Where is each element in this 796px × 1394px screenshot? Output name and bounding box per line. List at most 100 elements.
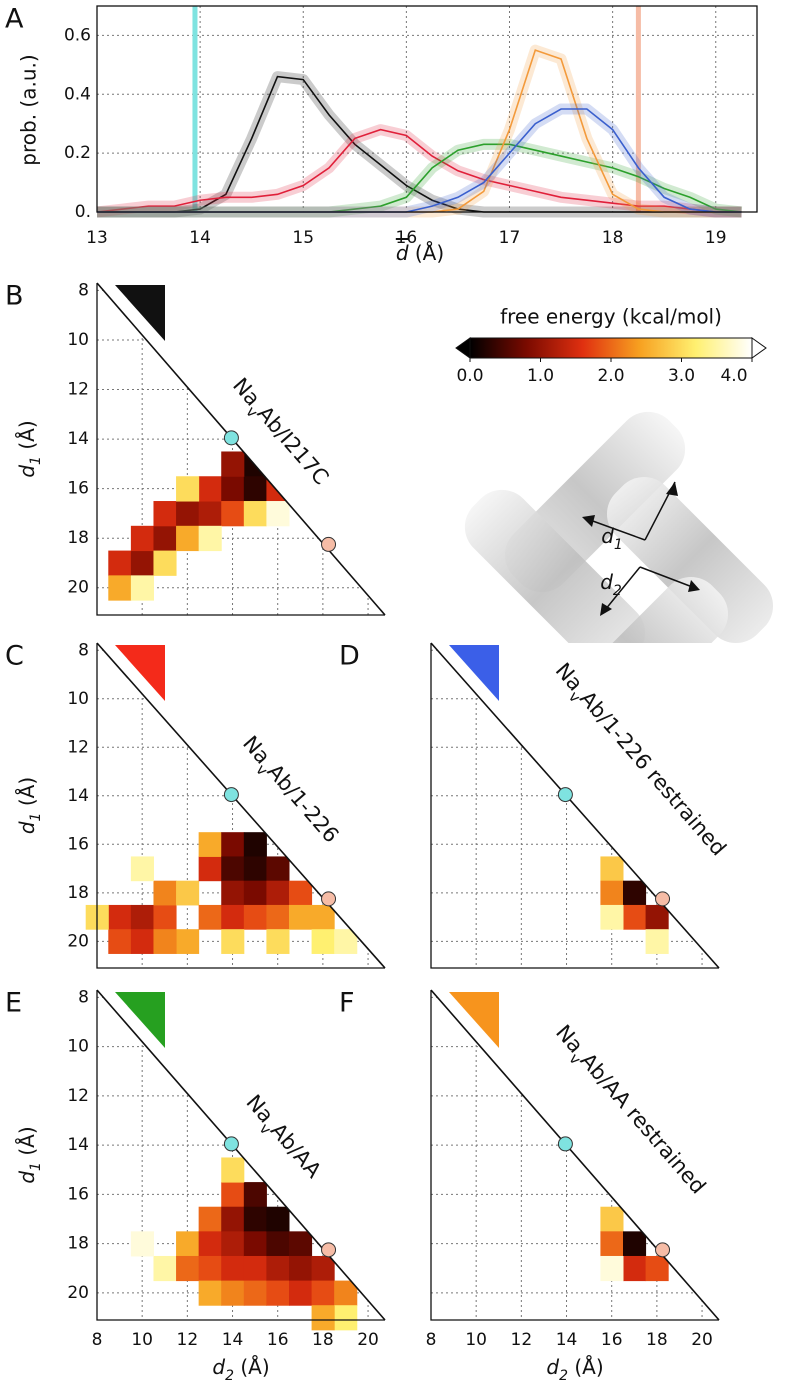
plot-frame xyxy=(96,990,385,1321)
heatmap-cell xyxy=(221,1255,245,1282)
heatmap-cell xyxy=(600,880,624,906)
heatmap-cell xyxy=(243,501,267,527)
heatmap-cell xyxy=(130,575,154,601)
reference-point xyxy=(321,536,337,552)
heatmap-cell xyxy=(221,1157,245,1183)
series-key xyxy=(449,992,499,1048)
heatmap-cell xyxy=(221,929,245,954)
heatmap-cell xyxy=(600,904,624,930)
y-tick-label: 20 xyxy=(67,578,89,598)
x-tick-label: 8 xyxy=(426,1330,437,1350)
plot-frame xyxy=(96,283,385,616)
heatmap-cell xyxy=(221,832,245,857)
heatmap-cell xyxy=(221,1206,245,1232)
y-tick-label: 0.6 xyxy=(64,25,91,45)
heatmap-cell xyxy=(289,880,313,906)
x-axis-label-part: (Å) xyxy=(234,1355,270,1379)
colorbar-tick-label: 0.0 xyxy=(456,366,483,386)
y-tick-label: 14 xyxy=(67,429,89,449)
heatmap-cell xyxy=(108,575,132,601)
x-axis-label-part: d xyxy=(212,1355,225,1379)
heatmap-cell xyxy=(176,1231,200,1257)
panel-label: E xyxy=(5,988,22,1019)
heatmap-cell xyxy=(600,1206,624,1232)
x-axis-label-part: (Å) xyxy=(568,1355,604,1379)
heatmap-cell xyxy=(266,501,290,527)
y-tick-label: 20 xyxy=(67,1283,89,1303)
inset-label-part: 2 xyxy=(613,583,622,599)
heatmap-cell xyxy=(311,904,335,930)
x-tick-label: 18 xyxy=(646,1330,668,1350)
heatmap-cell xyxy=(289,1280,313,1306)
y-tick-label: 0.4 xyxy=(64,84,91,104)
y-tick-label: 16 xyxy=(67,1184,89,1204)
plot-frame xyxy=(96,5,758,213)
heatmap-cell xyxy=(221,1280,245,1306)
heatmap-cell xyxy=(289,1255,313,1282)
heatmap-cell xyxy=(221,451,245,477)
diagonal xyxy=(430,642,720,969)
heatmap-cell xyxy=(153,880,177,906)
y-tick-label: 14 xyxy=(67,1135,89,1155)
x-tick-label: 16 xyxy=(601,1330,623,1350)
reference-point xyxy=(223,787,239,803)
y-tick-label: 14 xyxy=(67,786,89,806)
heatmap-cell xyxy=(108,929,132,954)
heatmap-cell xyxy=(243,880,267,906)
heatmap-cell xyxy=(600,1231,624,1257)
y-axis-label-part: (Å) xyxy=(15,420,39,456)
y-tick-label: 12 xyxy=(67,737,89,757)
heatmap-cell xyxy=(221,904,245,930)
heatmap-cell xyxy=(198,832,222,857)
reference-point xyxy=(223,1136,239,1152)
x-tick-label: 20 xyxy=(357,1330,379,1350)
y-tick-label: 10 xyxy=(67,1037,89,1057)
x-tick-label: 14 xyxy=(189,228,211,248)
heatmap-cell xyxy=(243,1255,267,1282)
heatmap-cell xyxy=(623,1231,647,1257)
heatmap-cell xyxy=(221,1182,245,1208)
heatmap-cell xyxy=(243,904,267,930)
heatmap-cell xyxy=(130,856,154,882)
y-axis-label-part: d xyxy=(15,1171,39,1184)
reference-point xyxy=(321,891,337,907)
heatmap-cell xyxy=(645,904,669,930)
heatmap-cell xyxy=(198,856,222,882)
heatmap-cell xyxy=(334,929,358,954)
y-axis-label: d1 (Å) xyxy=(15,777,45,834)
x-axis-label-part: 2 xyxy=(559,1368,568,1384)
heatmap-cell xyxy=(153,525,177,552)
y-tick-label: 10 xyxy=(67,689,89,709)
y-tick-label: 0.2 xyxy=(64,143,91,163)
y-axis-label: d1 (Å) xyxy=(15,420,45,477)
panel-label: A xyxy=(5,4,24,35)
heatmap-cell xyxy=(221,880,245,906)
series-key xyxy=(449,645,499,701)
y-tick-label: 0. xyxy=(75,202,91,222)
y-tick-label: 12 xyxy=(67,380,89,400)
heatmap-cell xyxy=(153,904,177,930)
heatmap-cell xyxy=(221,856,245,882)
y-tick-label: 18 xyxy=(67,528,89,548)
y-axis-label: prob. (a.u.) xyxy=(17,54,41,165)
x-axis-label: d2 (Å) xyxy=(212,1355,269,1385)
heatmap-cell xyxy=(130,525,154,552)
heatmap-cell xyxy=(334,1305,358,1331)
panel-label: F xyxy=(339,988,355,1019)
heatmap-cell xyxy=(600,1255,624,1282)
heatmap-cell xyxy=(289,904,313,930)
heatmap-cell xyxy=(623,880,647,906)
y-axis-label-part: (Å) xyxy=(15,777,39,813)
heatmap-cell xyxy=(198,525,222,552)
reference-point xyxy=(557,1136,573,1152)
x-tick-label: 17 xyxy=(499,228,521,248)
colorbar xyxy=(469,337,753,359)
heatmap-cell xyxy=(266,1255,290,1282)
colorbar-label: free energy (kcal/mol) xyxy=(500,305,722,329)
series-key xyxy=(115,645,165,701)
x-axis-label-part: d xyxy=(396,241,409,265)
y-tick-label: 8 xyxy=(78,280,89,300)
y-tick-label: 12 xyxy=(67,1086,89,1106)
x-axis-label: d (Å) xyxy=(396,241,444,265)
heatmap-cell xyxy=(645,1255,669,1282)
